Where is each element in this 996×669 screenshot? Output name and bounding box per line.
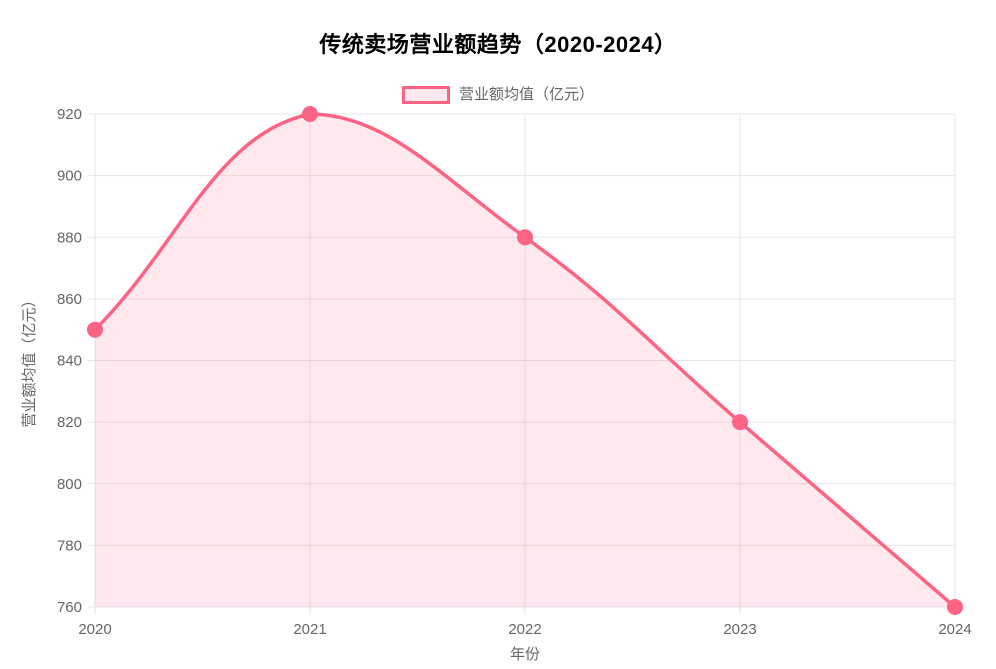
x-tick-label: 2020 <box>78 621 111 638</box>
data-point[interactable] <box>732 414 748 431</box>
data-point[interactable] <box>87 321 103 338</box>
y-tick-label: 780 <box>57 537 82 554</box>
grid-layer <box>88 113 956 614</box>
y-axis-title: 营业额均值（亿元） <box>21 292 38 427</box>
series-layer <box>87 106 963 615</box>
y-tick-label: 760 <box>57 599 82 616</box>
data-point[interactable] <box>517 229 533 246</box>
y-tick-label: 840 <box>57 353 82 370</box>
y-tick-label: 860 <box>57 291 82 308</box>
legend-label: 营业额均值（亿元） <box>458 86 594 103</box>
area-fill <box>95 114 955 607</box>
legend-item-revenue[interactable]: 营业额均值（亿元） <box>401 86 594 104</box>
y-tick-label: 820 <box>57 414 82 431</box>
x-axis-title: 年份 <box>510 646 540 663</box>
y-tick-label: 900 <box>57 168 82 185</box>
data-point[interactable] <box>302 106 318 122</box>
legend: 营业额均值（亿元） <box>0 86 996 104</box>
data-point[interactable] <box>947 599 963 615</box>
y-tick-label: 920 <box>57 106 82 123</box>
y-tick-label: 880 <box>57 229 82 246</box>
x-tick-label: 2022 <box>508 621 541 638</box>
chart-title: 传统卖场营业额趋势（2020-2024） <box>319 32 677 57</box>
x-tick-label: 2024 <box>938 621 971 638</box>
legend-swatch <box>401 86 450 104</box>
x-tick-label: 2021 <box>293 621 326 638</box>
tick-layer: 760 780 800 820 840 860 880 900 920 2020 2021 2022 2… <box>57 106 972 638</box>
y-tick-label: 800 <box>57 476 82 493</box>
x-tick-label: 2023 <box>723 621 756 638</box>
